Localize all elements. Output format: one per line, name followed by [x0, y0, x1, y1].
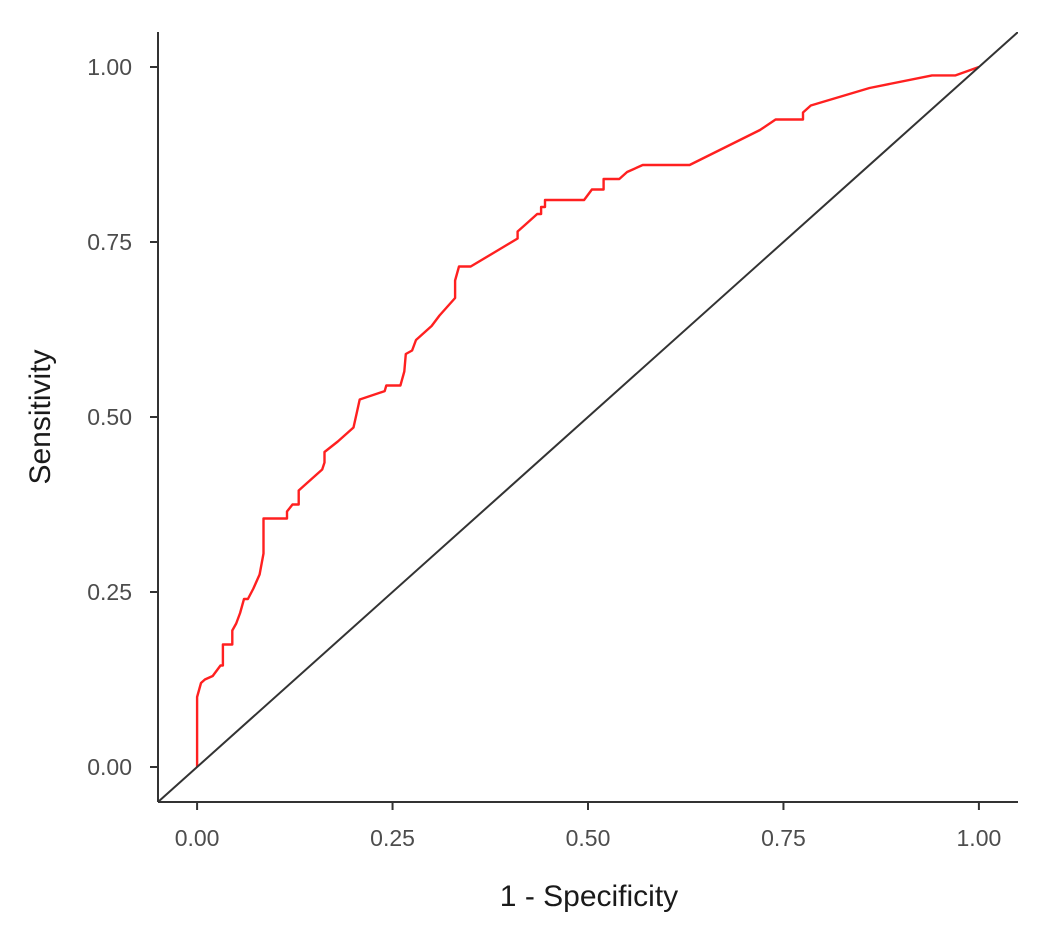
- y-axis-title: Sensitivity: [24, 349, 57, 484]
- x-tick-label: 0.75: [761, 825, 806, 851]
- x-axis-ticks: 0.00 0.25 0.50 0.75 1.00: [175, 802, 1002, 851]
- x-tick-label: 0.50: [566, 825, 611, 851]
- y-axis-ticks: 0.00 0.25 0.50 0.75 1.00: [87, 54, 158, 780]
- x-axis-title: 1 - Specificity: [500, 880, 678, 913]
- y-tick-label: 0.25: [87, 579, 132, 605]
- reference-diagonal-line: [158, 32, 1018, 802]
- series-layer: [158, 32, 1018, 802]
- y-tick-label: 0.00: [87, 754, 132, 780]
- x-tick-label: 0.25: [370, 825, 415, 851]
- y-tick-label: 0.50: [87, 404, 132, 430]
- y-tick-label: 0.75: [87, 229, 132, 255]
- y-tick-label: 1.00: [87, 54, 132, 80]
- x-tick-label: 0.00: [175, 825, 220, 851]
- roc-curve-line: [195, 65, 980, 767]
- x-tick-label: 1.00: [957, 825, 1002, 851]
